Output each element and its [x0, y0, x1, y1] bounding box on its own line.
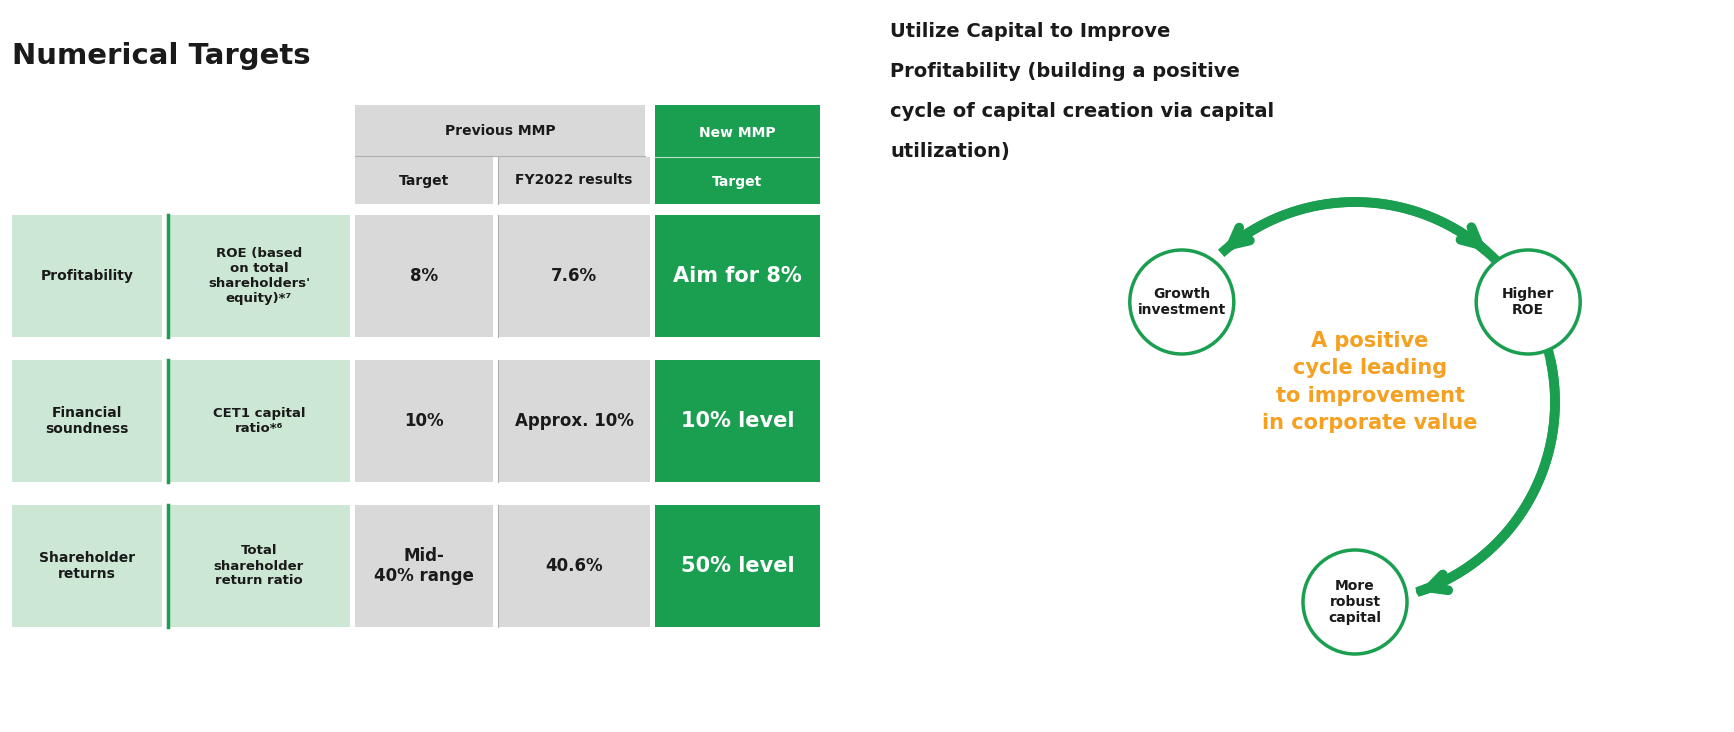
FancyBboxPatch shape — [168, 215, 350, 337]
FancyBboxPatch shape — [655, 360, 820, 482]
FancyBboxPatch shape — [12, 505, 161, 627]
Text: utilization): utilization) — [890, 142, 1009, 161]
Circle shape — [1476, 250, 1580, 354]
FancyBboxPatch shape — [355, 505, 492, 627]
FancyBboxPatch shape — [498, 360, 650, 482]
FancyBboxPatch shape — [355, 215, 492, 337]
Circle shape — [1131, 250, 1235, 354]
Circle shape — [1302, 550, 1406, 654]
Text: Growth
investment: Growth investment — [1138, 287, 1226, 317]
Text: Mid-
40% range: Mid- 40% range — [375, 547, 473, 586]
Text: 7.6%: 7.6% — [551, 267, 596, 285]
FancyBboxPatch shape — [498, 215, 650, 337]
Text: A positive
cycle leading
to improvement
in corporate value: A positive cycle leading to improvement … — [1262, 331, 1477, 433]
FancyBboxPatch shape — [12, 215, 161, 337]
Text: New MMP: New MMP — [699, 126, 775, 140]
Text: Total
shareholder
return ratio: Total shareholder return ratio — [213, 545, 303, 588]
Text: Numerical Targets: Numerical Targets — [12, 42, 310, 70]
Text: Target: Target — [399, 173, 449, 187]
Text: Profitability: Profitability — [40, 269, 134, 283]
Text: Previous MMP: Previous MMP — [444, 124, 555, 138]
FancyBboxPatch shape — [355, 157, 492, 204]
Text: 40.6%: 40.6% — [544, 557, 603, 575]
Text: FY2022 results: FY2022 results — [515, 173, 633, 187]
FancyBboxPatch shape — [12, 360, 161, 482]
Text: cycle of capital creation via capital: cycle of capital creation via capital — [890, 102, 1274, 121]
FancyBboxPatch shape — [498, 157, 650, 204]
Text: Financial
soundness: Financial soundness — [45, 406, 128, 436]
Text: 8%: 8% — [409, 267, 439, 285]
FancyBboxPatch shape — [498, 505, 650, 627]
Text: 10%: 10% — [404, 412, 444, 430]
FancyBboxPatch shape — [655, 215, 820, 337]
FancyBboxPatch shape — [355, 360, 492, 482]
Text: Higher
ROE: Higher ROE — [1502, 287, 1554, 317]
Text: Utilize Capital to Improve: Utilize Capital to Improve — [890, 22, 1170, 41]
FancyBboxPatch shape — [655, 105, 820, 204]
Text: Target: Target — [713, 175, 763, 189]
FancyBboxPatch shape — [355, 105, 645, 157]
FancyBboxPatch shape — [168, 360, 350, 482]
Text: Aim for 8%: Aim for 8% — [673, 266, 801, 286]
Text: CET1 capital
ratio*⁶: CET1 capital ratio*⁶ — [213, 407, 305, 435]
Text: 10% level: 10% level — [681, 411, 794, 431]
Text: Shareholder
returns: Shareholder returns — [38, 551, 135, 581]
Text: More
robust
capital: More robust capital — [1328, 579, 1382, 625]
Text: Profitability (building a positive: Profitability (building a positive — [890, 62, 1240, 81]
FancyBboxPatch shape — [168, 505, 350, 627]
FancyBboxPatch shape — [655, 505, 820, 627]
Text: 50% level: 50% level — [681, 556, 794, 576]
Text: ROE (based
on total
shareholders'
equity)*⁷: ROE (based on total shareholders' equity… — [208, 247, 310, 305]
Text: Approx. 10%: Approx. 10% — [515, 412, 633, 430]
